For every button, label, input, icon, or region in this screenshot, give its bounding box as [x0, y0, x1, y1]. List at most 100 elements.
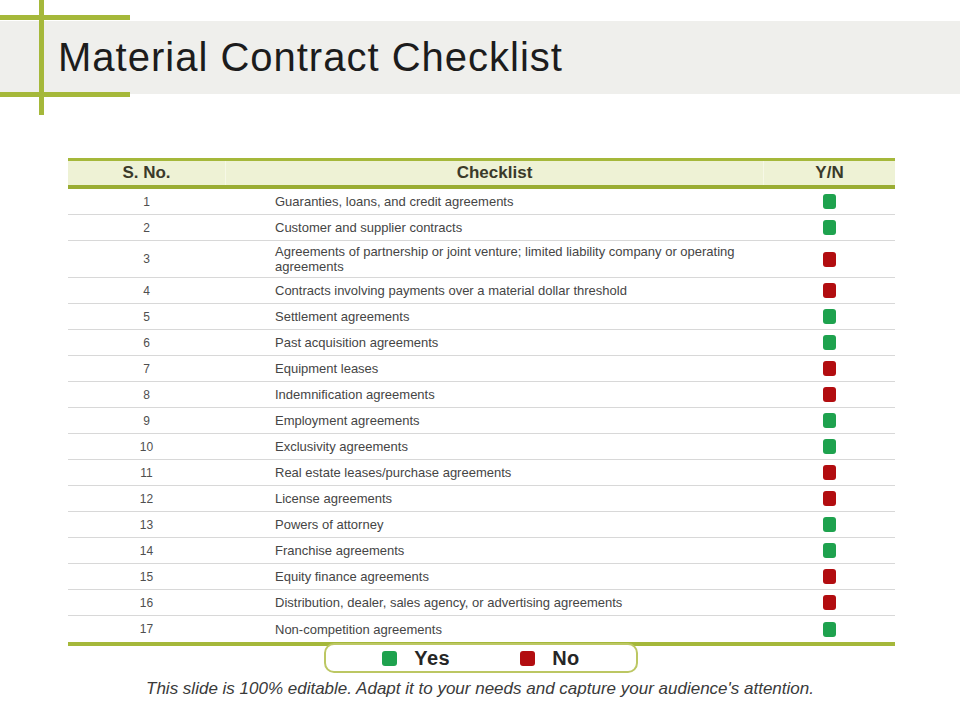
decor-horizontal-line-bottom	[0, 92, 130, 97]
yes-square-icon	[823, 309, 836, 324]
table-body: 1Guaranties, loans, and credit agreement…	[68, 189, 895, 642]
yes-square-icon	[823, 622, 836, 637]
row-number: 9	[68, 408, 225, 433]
yes-square-icon	[823, 335, 836, 350]
yn-indicator	[763, 538, 895, 563]
table-row: 7Equipment leases	[68, 356, 895, 382]
row-number: 7	[68, 356, 225, 381]
no-square-icon	[823, 595, 836, 610]
yn-indicator	[763, 590, 895, 615]
checklist-item: Guaranties, loans, and credit agreements	[225, 189, 763, 214]
no-square-icon	[823, 491, 836, 506]
row-number: 14	[68, 538, 225, 563]
yn-indicator	[763, 434, 895, 459]
checklist-item: Powers of attorney	[225, 512, 763, 537]
yn-indicator	[763, 215, 895, 240]
no-square-icon	[823, 252, 836, 267]
table-row: 2Customer and supplier contracts	[68, 215, 895, 241]
table-row: 9Employment agreements	[68, 408, 895, 434]
checklist-item: Settlement agreements	[225, 304, 763, 329]
yn-indicator	[763, 278, 895, 303]
title-band: Material Contract Checklist	[0, 21, 960, 94]
row-number: 2	[68, 215, 225, 240]
yes-square-icon	[823, 220, 836, 235]
no-square-icon	[823, 283, 836, 298]
row-number: 13	[68, 512, 225, 537]
table-row: 6Past acquisition agreements	[68, 330, 895, 356]
yes-square-icon	[823, 413, 836, 428]
table-row: 1Guaranties, loans, and credit agreement…	[68, 189, 895, 215]
yn-indicator	[763, 564, 895, 589]
page-title: Material Contract Checklist	[58, 35, 563, 80]
row-number: 3	[68, 241, 225, 277]
row-number: 15	[68, 564, 225, 589]
legend-yes-label: Yes	[414, 647, 450, 670]
legend-no-label: No	[552, 647, 580, 670]
contract-table: S. No. Checklist Y/N 1Guaranties, loans,…	[68, 158, 895, 646]
checklist-item: License agreements	[225, 486, 763, 511]
column-header-sno: S. No.	[68, 161, 225, 185]
yes-square-icon	[823, 194, 836, 209]
table-row: 17Non-competition agreements	[68, 616, 895, 642]
decor-horizontal-line-top	[0, 15, 130, 20]
table-row: 14Franchise agreements	[68, 538, 895, 564]
yn-indicator	[763, 382, 895, 407]
row-number: 5	[68, 304, 225, 329]
checklist-item: Non-competition agreements	[225, 616, 763, 642]
table-row: 8Indemnification agreements	[68, 382, 895, 408]
table-row: 16Distribution, dealer, sales agency, or…	[68, 590, 895, 616]
table-row: 12License agreements	[68, 486, 895, 512]
no-square-icon	[520, 651, 535, 666]
checklist-item: Past acquisition agreements	[225, 330, 763, 355]
table-row: 13Powers of attorney	[68, 512, 895, 538]
checklist-item: Indemnification agreements	[225, 382, 763, 407]
no-square-icon	[823, 465, 836, 480]
yn-indicator	[763, 241, 895, 277]
yn-indicator	[763, 356, 895, 381]
row-number: 16	[68, 590, 225, 615]
legend-item-no: No	[520, 647, 580, 670]
checklist-item: Franchise agreements	[225, 538, 763, 563]
column-header-checklist: Checklist	[225, 161, 763, 185]
table-row: 3Agreements of partnership or joint vent…	[68, 241, 895, 278]
table-row: 5Settlement agreements	[68, 304, 895, 330]
checklist-item: Agreements of partnership or joint ventu…	[225, 241, 763, 277]
column-header-yn: Y/N	[763, 161, 895, 185]
row-number: 1	[68, 189, 225, 214]
checklist-item: Exclusivity agreements	[225, 434, 763, 459]
yn-indicator	[763, 486, 895, 511]
row-number: 10	[68, 434, 225, 459]
table-row: 11Real estate leases/purchase agreements	[68, 460, 895, 486]
no-square-icon	[823, 569, 836, 584]
yn-indicator	[763, 408, 895, 433]
legend-box: Yes No	[324, 643, 638, 673]
checklist-item: Equipment leases	[225, 356, 763, 381]
checklist-item: Distribution, dealer, sales agency, or a…	[225, 590, 763, 615]
no-square-icon	[823, 387, 836, 402]
checklist-item: Equity finance agreements	[225, 564, 763, 589]
yn-indicator	[763, 304, 895, 329]
checklist-item: Real estate leases/purchase agreements	[225, 460, 763, 485]
yn-indicator	[763, 189, 895, 214]
row-number: 8	[68, 382, 225, 407]
yn-indicator	[763, 512, 895, 537]
table-row: 15Equity finance agreements	[68, 564, 895, 590]
yes-square-icon	[823, 517, 836, 532]
footer-note: This slide is 100% editable. Adapt it to…	[0, 679, 960, 699]
row-number: 6	[68, 330, 225, 355]
checklist-item: Contracts involving payments over a mate…	[225, 278, 763, 303]
legend-item-yes: Yes	[382, 647, 450, 670]
table-row: 10Exclusivity agreements	[68, 434, 895, 460]
row-number: 11	[68, 460, 225, 485]
table-row: 4Contracts involving payments over a mat…	[68, 278, 895, 304]
yes-square-icon	[823, 439, 836, 454]
yes-square-icon	[382, 651, 397, 666]
row-number: 17	[68, 616, 225, 642]
yn-indicator	[763, 616, 895, 642]
yn-indicator	[763, 460, 895, 485]
no-square-icon	[823, 361, 836, 376]
row-number: 12	[68, 486, 225, 511]
checklist-item: Customer and supplier contracts	[225, 215, 763, 240]
table-header-row: S. No. Checklist Y/N	[68, 158, 895, 189]
checklist-item: Employment agreements	[225, 408, 763, 433]
